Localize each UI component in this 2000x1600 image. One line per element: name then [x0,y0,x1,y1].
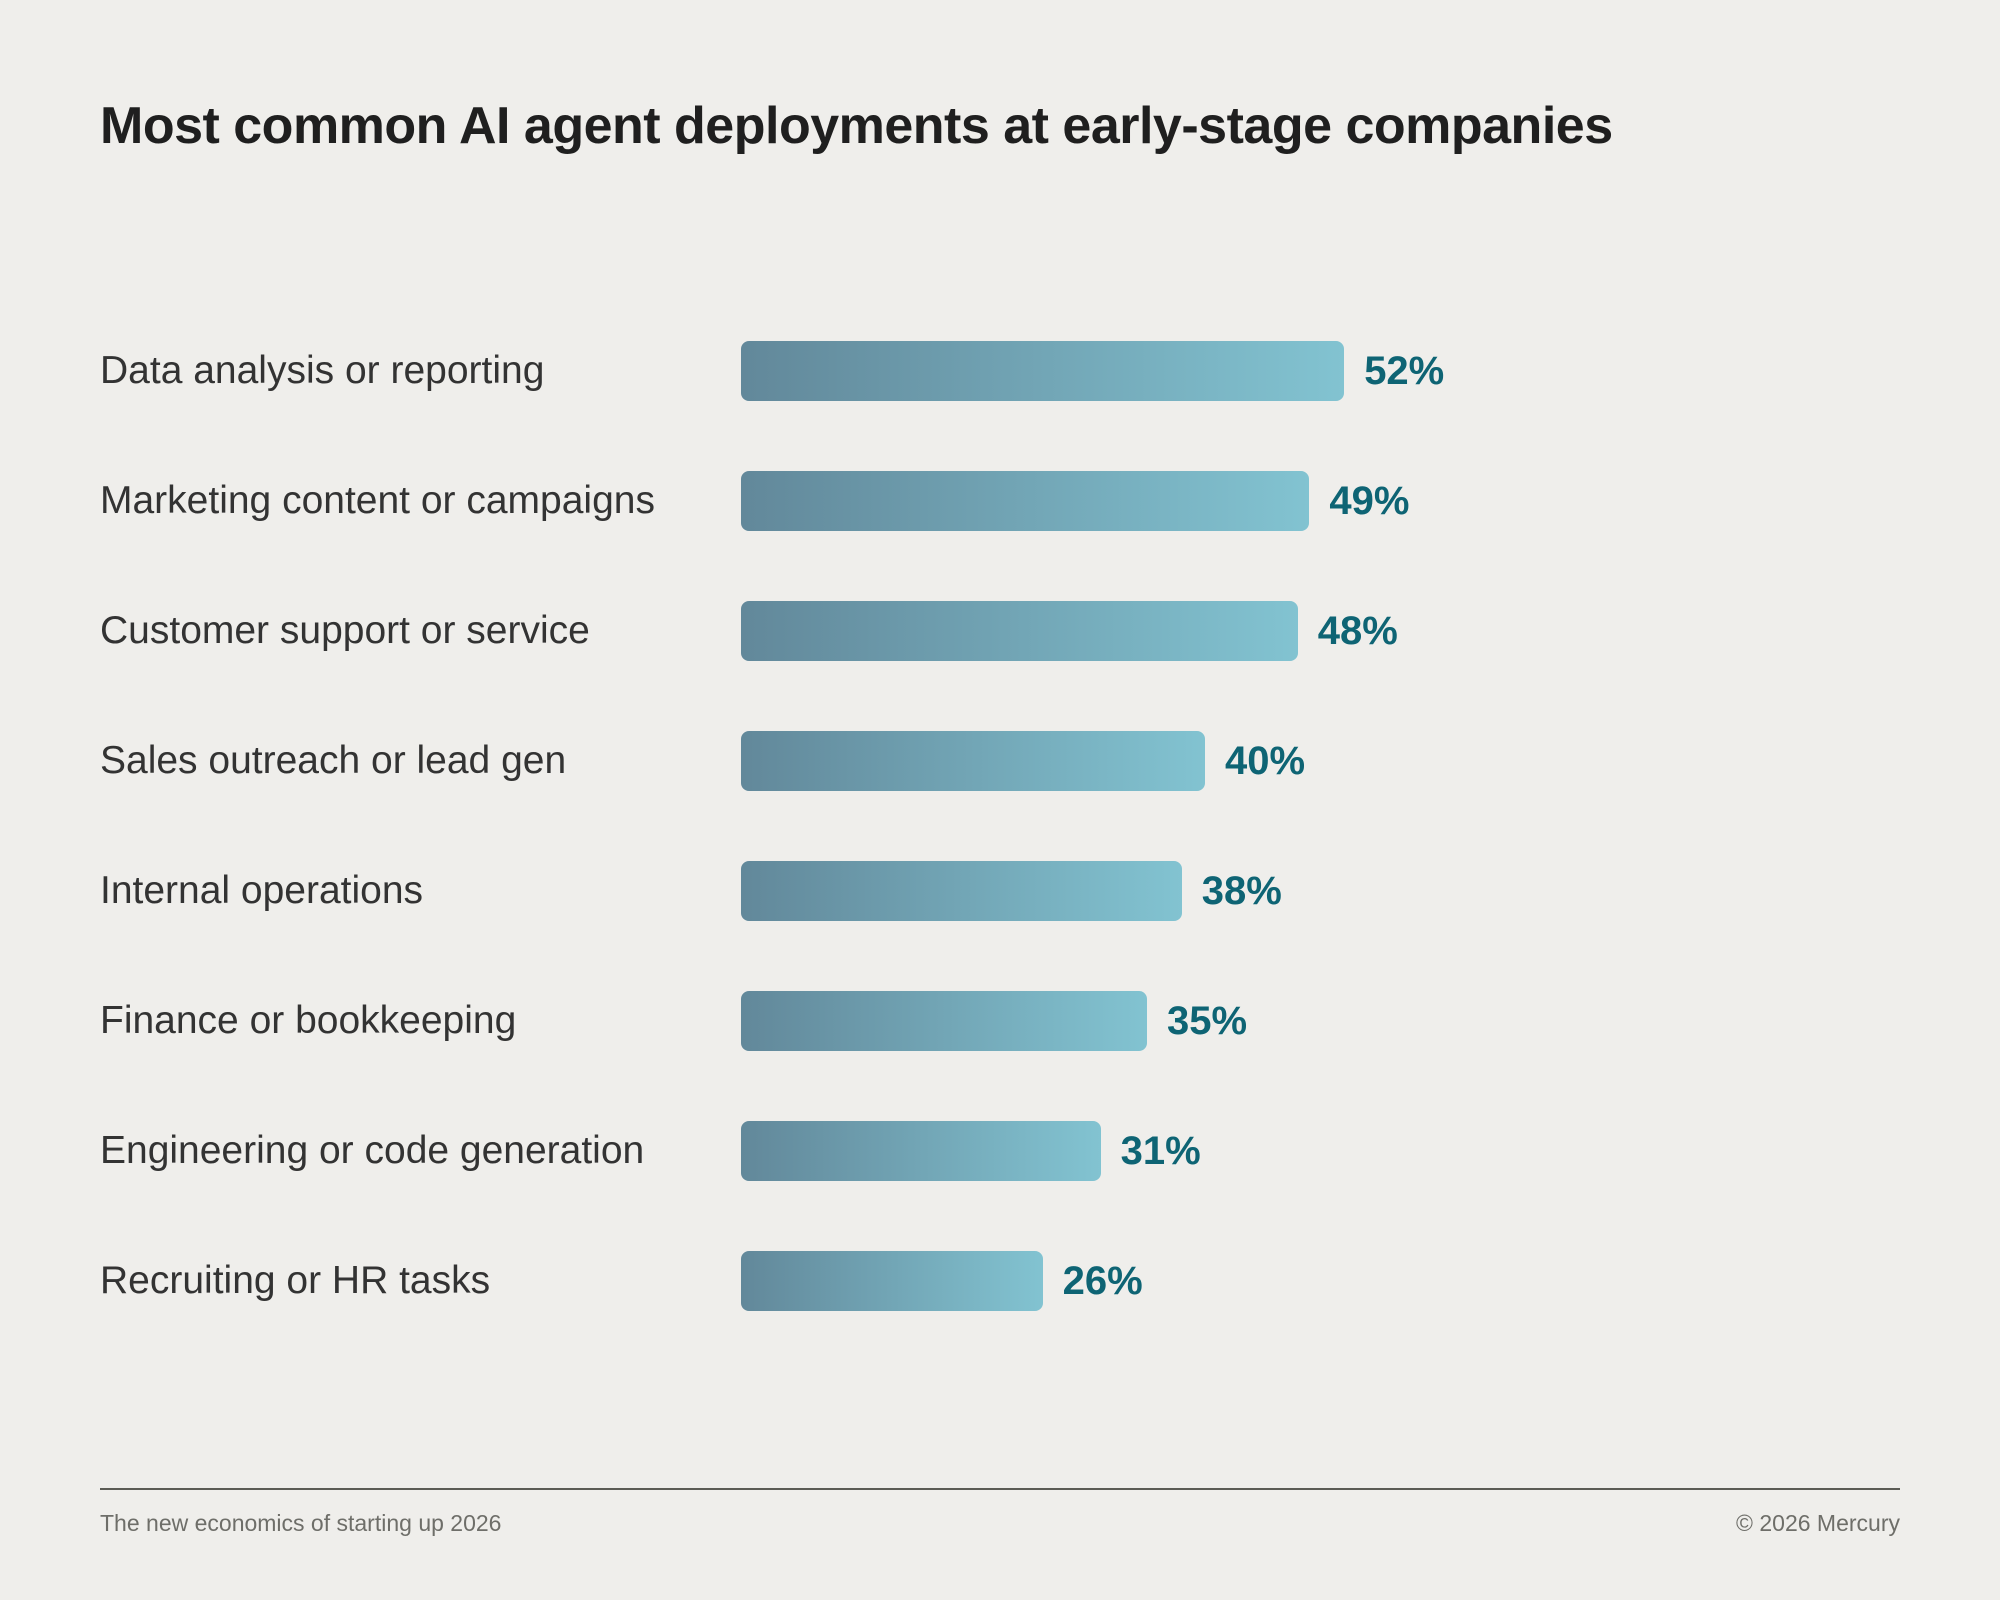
bar [741,1251,1043,1311]
bar-row: Recruiting or HR tasks 26% [0,1251,2000,1311]
category-label: Sales outreach or lead gen [100,739,567,782]
bar [741,991,1147,1051]
bar-row: Finance or bookkeeping 35% [0,991,2000,1051]
bar [741,861,1182,921]
bar-row: Internal operations 38% [0,861,2000,921]
data-label: 52% [1364,349,1445,393]
bar [741,341,1345,401]
data-label: 38% [1201,869,1282,913]
bar [741,601,1298,661]
footer-publication: The new economics of starting up 2026 [100,1510,502,1536]
bar-chart: Data analysis or reporting 52% Marketing c… [0,341,2000,1311]
category-label: Customer support or service [100,609,590,652]
category-label: Marketing content or campaigns [100,479,655,522]
footer-divider [100,1488,1900,1490]
bar [741,1121,1101,1181]
footer-copyright: © 2026 Mercury [1736,1510,1900,1536]
category-label: Finance or bookkeeping [100,999,517,1042]
data-label: 49% [1329,479,1410,523]
data-label: 26% [1062,1259,1143,1303]
chart-title: Most common AI agent deployments at earl… [100,97,1613,155]
data-label: 31% [1120,1129,1201,1173]
category-label: Data analysis or reporting [100,349,545,392]
bar-row: Customer support or service 48% [0,601,2000,661]
bar [741,471,1310,531]
bar-row: Data analysis or reporting 52% [0,341,2000,401]
data-label: 35% [1167,999,1248,1043]
category-label: Internal operations [100,869,424,912]
category-label: Recruiting or HR tasks [100,1259,491,1302]
bar-row: Marketing content or campaigns 49% [0,471,2000,531]
bar [741,731,1205,791]
category-label: Engineering or code generation [100,1129,645,1172]
data-label: 40% [1225,739,1306,783]
bar-row: Engineering or code generation 31% [0,1121,2000,1181]
bar-row: Sales outreach or lead gen 40% [0,731,2000,791]
data-label: 48% [1317,609,1398,653]
